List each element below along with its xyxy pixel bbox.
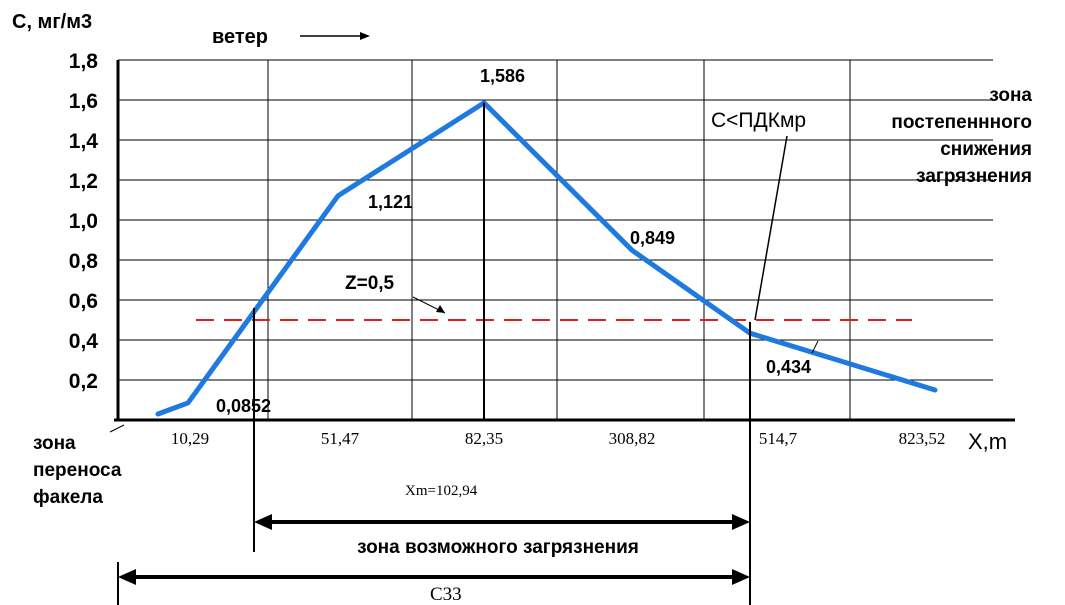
czz-arrow-head-right xyxy=(732,569,750,585)
point-label: 1,121 xyxy=(368,192,413,212)
series-group xyxy=(109,100,938,605)
y-tick-label: 1,6 xyxy=(69,90,98,113)
y-axis-label: С, мг/м3 xyxy=(12,11,92,33)
czz-label: С33 xyxy=(430,584,462,605)
y-tick-label: 0,8 xyxy=(69,250,99,273)
zone-decrease-line1: зона xyxy=(989,85,1032,106)
x-tick-labels: 10,29 51,47 82,35 308,82 514,7 823,52 xyxy=(171,429,946,448)
xm-label: Xm=102,94 xyxy=(405,483,478,499)
point-label: 0,434 xyxy=(766,357,811,377)
threshold-label: Z=0,5 xyxy=(345,273,395,294)
threshold-pointer-head xyxy=(436,305,445,313)
x-axis-label: X,m xyxy=(968,429,1007,454)
zone-transfer-line3: факела xyxy=(33,487,103,508)
x-tick-label: 51,47 xyxy=(321,429,360,448)
y-tick-label: 0,4 xyxy=(69,330,99,353)
label-pointer xyxy=(811,340,819,354)
x-tick-label: 308,82 xyxy=(609,429,656,448)
y-tick-labels: 0,2 0,4 0,6 0,8 1,0 1,2 1,4 1,6 1,8 xyxy=(69,50,99,393)
zone-transfer-annotation: зона переноса факела xyxy=(33,433,122,508)
zone-decrease-line4: загрязнения xyxy=(916,166,1032,187)
zone-possible-arrow-head-left xyxy=(254,514,272,530)
wind-label: ветер xyxy=(212,26,268,48)
x-tick-label: 823,52 xyxy=(899,429,946,448)
y-tick-label: 1,0 xyxy=(69,210,98,233)
zone-decrease-annotation: зона постепеннного снижения загрязнения xyxy=(891,85,1032,187)
y-tick-label: 0,6 xyxy=(69,290,98,313)
y-tick-label: 1,2 xyxy=(69,170,98,193)
threshold-line-group: Z=0,5 xyxy=(196,273,912,321)
zone-transfer-pointer xyxy=(109,424,125,433)
zone-transfer-line2: переноса xyxy=(33,460,122,481)
x-tick-label: 514,7 xyxy=(759,429,798,448)
czz-arrow-head-left xyxy=(118,569,136,585)
x-tick-label: 10,29 xyxy=(171,429,209,448)
y-tick-label: 1,4 xyxy=(69,130,99,153)
czz-arrow xyxy=(117,562,750,605)
point-label: 0,0852 xyxy=(216,396,271,416)
zone-transfer-line1: зона xyxy=(33,433,76,454)
series-line xyxy=(155,100,938,417)
pdk-label: С<ПДКмр xyxy=(711,109,806,132)
zone-decrease-line2: постепеннного xyxy=(891,112,1032,133)
plot-frame xyxy=(114,60,1015,422)
point-labels: 0,0852 1,121 1,586 0,849 0,434 xyxy=(216,66,811,416)
zone-decrease-line3: снижения xyxy=(940,139,1032,160)
zone-possible-arrow-head-right xyxy=(732,514,750,530)
x-tick-label: 82,35 xyxy=(465,429,503,448)
pdk-pointer xyxy=(754,135,788,321)
point-label: 0,849 xyxy=(630,228,675,248)
zone-possible-label: зона возможного загрязнения xyxy=(357,537,639,558)
y-tick-label: 1,8 xyxy=(69,50,99,73)
y-tick-label: 0,2 xyxy=(69,370,98,393)
zone-possible-arrow xyxy=(254,514,750,530)
point-label: 1,586 xyxy=(480,66,525,86)
wind-arrow xyxy=(300,32,370,40)
